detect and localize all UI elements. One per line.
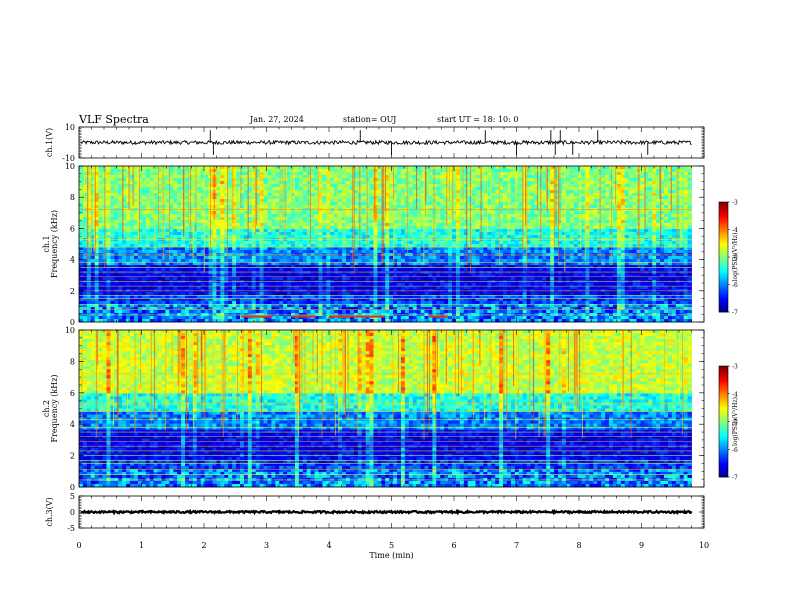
colorbar-tick-label: -3 <box>732 364 738 371</box>
y-tick-label: 4 <box>70 420 75 429</box>
y-tick-label: 8 <box>70 193 75 202</box>
waveform-line <box>80 508 693 516</box>
y-axis-label: ch.3(V) <box>45 497 54 526</box>
y-tick-label: 10 <box>65 326 75 335</box>
x-ticks <box>78 496 705 528</box>
spectrogram-panel-2: ch.2 Frequency (kHz) <box>42 330 704 488</box>
colorbar-tick-label: -4 <box>732 391 738 398</box>
y-ticks: 10 -10 <box>62 123 704 163</box>
y-axis-label-frequency: Frequency (kHz) <box>50 374 59 442</box>
colorbar-tick-label: -7 <box>732 310 738 317</box>
colorbar-tick-label: -5 <box>732 255 738 262</box>
colorbar-tick-label: -3 <box>732 200 738 207</box>
y-axis-label-frequency: Frequency (kHz) <box>50 210 59 278</box>
colorbar-tick-label: -6 <box>732 447 738 454</box>
x-tick-label: 2 <box>201 541 206 550</box>
waveform-panel-3: ch.3(V) <box>45 497 693 527</box>
colorbar-tick-label: -4 <box>732 227 738 234</box>
y-tick-label: -10 <box>62 154 75 163</box>
colorbar-label: log(PSD)(V²/Hz) <box>732 233 739 282</box>
y-tick-label: 0 <box>70 318 75 327</box>
y-tick-label: 2 <box>70 452 75 461</box>
y-tick-label: -5 <box>67 524 75 533</box>
colorbar-tick-label: -6 <box>732 282 738 289</box>
x-tick-label: 8 <box>576 541 581 550</box>
waveform-panel-0: ch.1(V) <box>45 128 692 157</box>
y-axis-label-channel: ch.2 <box>42 400 51 417</box>
y-tick-label: 0 <box>70 508 75 517</box>
station-label: station= OUJ <box>343 115 397 124</box>
y-tick-label: 10 <box>65 162 75 171</box>
x-axis-label: Time (min) <box>369 551 413 560</box>
colorbar-tick-label: -7 <box>732 475 738 482</box>
colorbar-tick-label: -5 <box>732 419 738 426</box>
y-tick-label: 6 <box>70 224 75 233</box>
x-tick-label: 9 <box>639 541 644 550</box>
y-axis-label: ch.1(V) <box>45 128 54 157</box>
y-tick-label: 0 <box>70 483 75 492</box>
y-ticks: 0 2 4 6 8 10 <box>65 326 704 492</box>
colorbar-label: log(PSD)(V²/Hz) <box>732 397 739 446</box>
x-tick-label: 7 <box>514 541 519 550</box>
y-tick-label: 5 <box>70 492 75 501</box>
x-tick-label: 10 <box>699 541 709 550</box>
start-time-label: start UT = 18: 10: 0 <box>437 115 519 124</box>
y-tick-label: 2 <box>70 287 75 296</box>
x-tick-label: 6 <box>451 541 456 550</box>
y-tick-label: 6 <box>70 389 75 398</box>
spectrogram-panel-1: ch.1 Frequency (kHz) <box>42 166 704 323</box>
y-ticks: 5 0 -5 <box>67 492 704 533</box>
x-tick-label: 1 <box>139 541 144 550</box>
y-tick-label: 10 <box>65 123 75 132</box>
x-tick-label: 5 <box>389 541 394 550</box>
y-tick-label: 4 <box>70 256 75 265</box>
x-tick-label: 0 <box>76 541 81 550</box>
x-tick-label: 4 <box>326 541 331 550</box>
y-tick-label: 8 <box>70 357 75 366</box>
x-axis: 0 1 2 3 4 5 6 7 8 9 10 Time (min) <box>76 541 709 560</box>
y-ticks: 0 2 4 6 8 10 <box>65 162 704 327</box>
y-axis-label-channel: ch.1 <box>42 235 51 252</box>
waveform-line <box>80 139 692 146</box>
x-ticks <box>78 166 705 322</box>
date-label: Jan. 27, 2024 <box>250 115 304 124</box>
x-ticks <box>78 330 705 487</box>
colorbar: -3 -4 -5 -6 -7 log(PSD)(V²/Hz) <box>718 200 739 317</box>
x-ticks <box>78 127 705 158</box>
colorbar: -3 -4 -5 -6 -7 log(PSD)(V²/Hz) <box>718 364 739 482</box>
figure-title: VLF Spectra <box>79 113 149 126</box>
x-tick-label: 3 <box>264 541 269 550</box>
